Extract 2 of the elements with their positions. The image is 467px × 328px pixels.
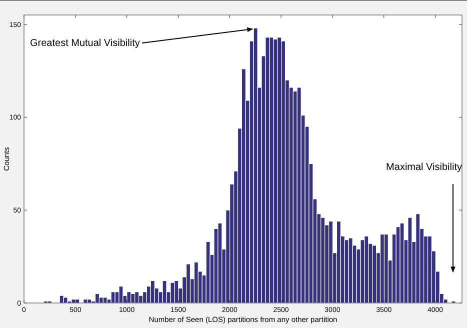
annotation: Greatest Mutual Visibility: [30, 38, 140, 49]
annotation: Maximal Visibility: [386, 162, 462, 173]
